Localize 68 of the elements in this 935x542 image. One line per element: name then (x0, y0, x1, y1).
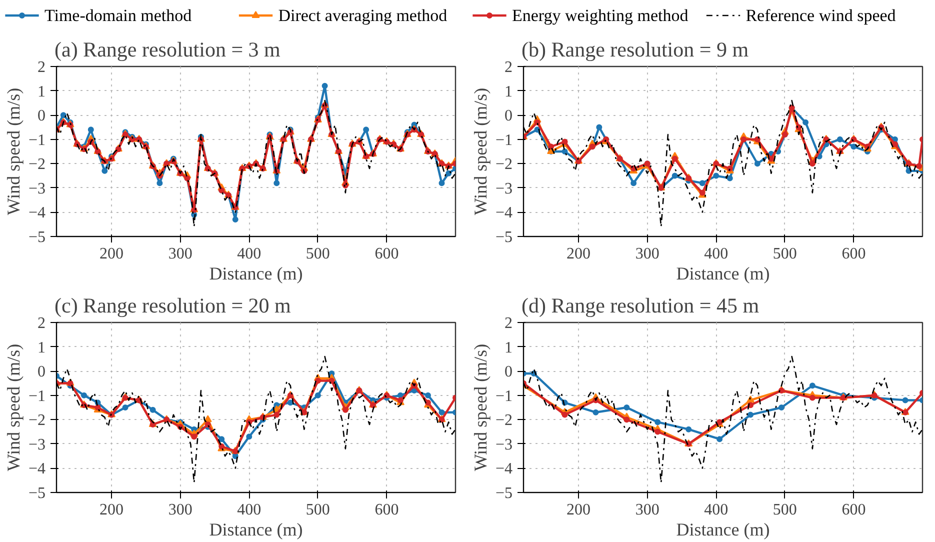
chart-title: (d) Range resolution = 45 m (522, 294, 760, 318)
x-tick-label: 200 (100, 246, 124, 262)
x-tick-label: 300 (168, 246, 192, 262)
x-tick-label: 300 (635, 246, 660, 262)
y-tick-label: 1 (504, 339, 512, 356)
x-tick-label: 200 (566, 246, 591, 262)
x-tick-label: 400 (704, 246, 728, 262)
x-tick-label: 600 (374, 246, 399, 262)
y-tick-label: −3 (495, 436, 513, 454)
y-axis-title: Wind speed (m/s) (3, 344, 24, 472)
y-tick-label: 1 (38, 83, 46, 100)
x-tick-label: 500 (772, 246, 797, 262)
legend-label: Time-domain method (44, 6, 192, 25)
y-tick-label: −3 (28, 436, 46, 454)
y-tick-label: −5 (495, 485, 513, 502)
y-tick-label: 0 (504, 364, 512, 381)
y-tick-label: −5 (28, 485, 46, 502)
chart-title: (c) Range resolution = 20 m (54, 294, 291, 318)
x-tick-label: 200 (566, 502, 591, 518)
x-tick-label: 500 (772, 502, 797, 518)
y-tick-label: −5 (28, 229, 46, 246)
y-tick-label: −3 (28, 180, 46, 198)
y-tick-label: 0 (38, 108, 46, 125)
y-tick-label: 2 (38, 315, 46, 332)
y-tick-label: −1 (495, 132, 513, 149)
y-tick-label: −5 (495, 229, 513, 246)
legend-label: Reference wind speed (746, 6, 896, 25)
x-tick-label: 200 (100, 502, 124, 518)
y-tick-label: 2 (504, 315, 512, 332)
y-tick-label: 1 (38, 339, 46, 356)
y-tick-label: −4 (495, 204, 513, 222)
y-tick-label: −2 (495, 156, 513, 174)
x-tick-label: 400 (237, 246, 262, 262)
chart-title: (a) Range resolution = 3 m (54, 38, 280, 62)
x-tick-label: 300 (635, 502, 660, 518)
legend-label: Energy weighting method (512, 6, 689, 25)
x-tick-label: 400 (704, 502, 728, 518)
y-tick-label: 1 (504, 83, 512, 100)
x-axis-title: Distance (m) (209, 520, 303, 540)
y-tick-label: −2 (495, 412, 513, 430)
y-tick-label: −1 (495, 388, 513, 405)
y-axis-title: Wind speed (m/s) (470, 344, 490, 472)
legend-label: Direct averaging method (278, 6, 448, 25)
y-tick-label: −4 (495, 460, 513, 478)
y-tick-label: −1 (28, 388, 46, 405)
y-tick-label: −3 (495, 180, 513, 198)
y-tick-label: −2 (28, 156, 46, 174)
y-tick-label: −2 (28, 412, 46, 430)
y-tick-label: −1 (28, 132, 46, 149)
x-tick-label: 600 (842, 246, 866, 262)
y-tick-label: 0 (504, 108, 512, 125)
x-tick-label: 400 (237, 502, 262, 518)
y-axis-title: Wind speed (m/s) (470, 88, 490, 216)
x-tick-label: 600 (842, 502, 866, 518)
chart-title: (b) Range resolution = 9 m (522, 38, 749, 62)
y-tick-label: −4 (28, 460, 46, 478)
x-tick-label: 500 (306, 246, 330, 262)
y-tick-label: 0 (38, 364, 46, 381)
y-axis-title: Wind speed (m/s) (3, 88, 24, 216)
x-axis-title: Distance (m) (676, 520, 770, 540)
x-axis-title: Distance (m) (676, 264, 770, 284)
y-tick-label: −4 (28, 204, 46, 222)
x-tick-label: 500 (306, 502, 330, 518)
y-tick-label: 2 (38, 59, 46, 76)
x-tick-label: 600 (374, 502, 399, 518)
x-tick-label: 300 (168, 502, 192, 518)
x-axis-title: Distance (m) (209, 264, 303, 284)
y-tick-label: 2 (504, 59, 512, 76)
